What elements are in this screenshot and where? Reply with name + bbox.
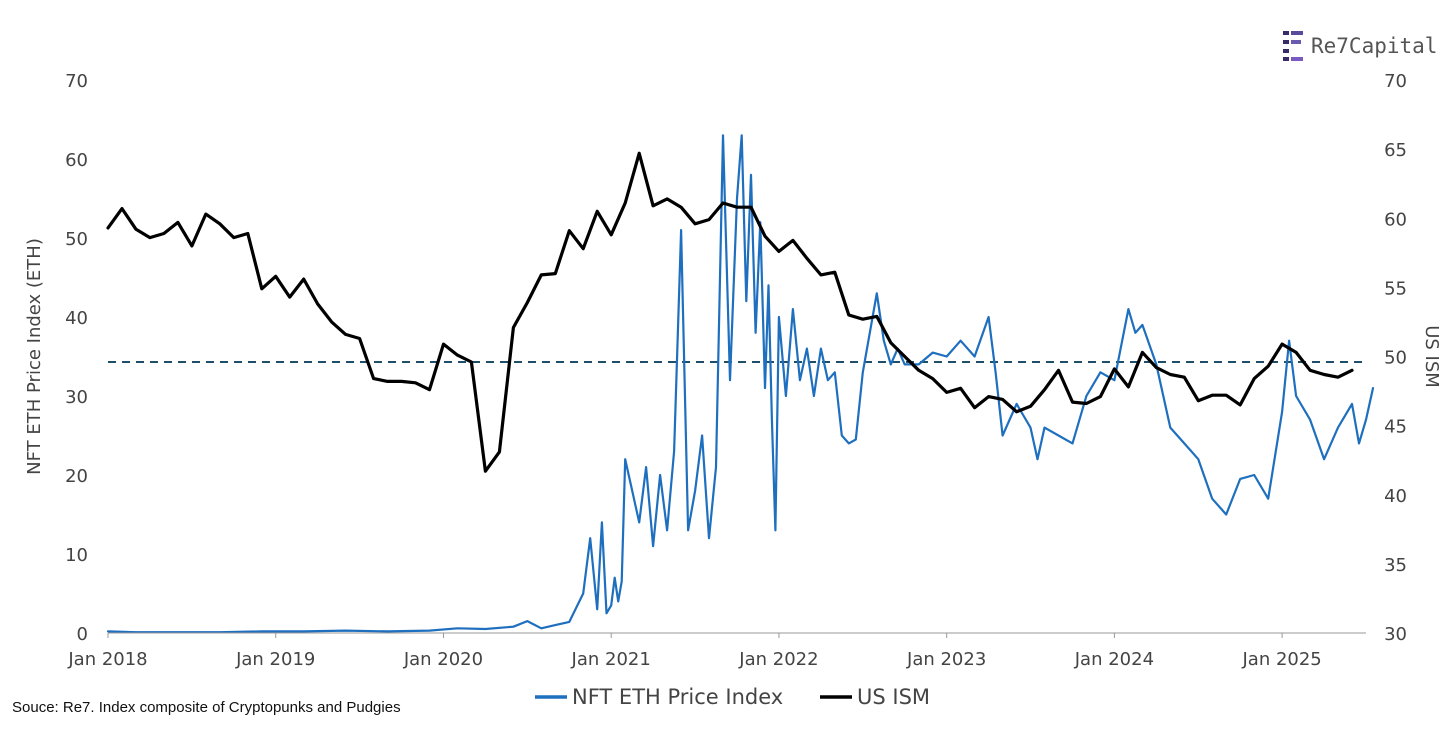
y-right-tick-label: 35	[1384, 555, 1407, 576]
x-tick-label: Jan 2018	[67, 649, 147, 670]
x-tick-label: Jan 2024	[1074, 649, 1154, 670]
y-left-tick-label: 20	[65, 466, 88, 487]
logo-text: Re7Capital	[1311, 34, 1438, 58]
y-right-tick-label: 55	[1384, 278, 1407, 299]
y-left-tick-label: 10	[65, 545, 88, 566]
y-left-axis-title: NFT ETH Price Index (ETH)	[24, 238, 45, 475]
logo: Re7Capital	[1283, 30, 1437, 62]
y-right-tick-label: 60	[1384, 209, 1407, 230]
y-left-tick-label: 60	[65, 150, 88, 171]
y-right-tick-label: 45	[1384, 417, 1407, 438]
y-left-tick-label: 0	[77, 624, 88, 645]
series-line-0	[106, 134, 1375, 634]
x-tick-label: Jan 2021	[571, 649, 651, 670]
x-tick-label: Jan 2020	[403, 649, 483, 670]
y-left-tick-label: 70	[65, 71, 88, 92]
re7-logo-icon	[1283, 31, 1303, 61]
y-left-tick-label: 30	[65, 387, 88, 408]
series-line-1	[106, 151, 1354, 473]
x-tick-label: Jan 2025	[1241, 649, 1321, 670]
x-tick-label: Jan 2023	[906, 649, 986, 670]
y-right-tick-label: 70	[1384, 71, 1407, 92]
source-note: Souce: Re7. Index composite of Cryptopun…	[12, 699, 401, 716]
y-right-tick-label: 30	[1384, 624, 1407, 645]
y-left-tick-label: 50	[65, 229, 88, 250]
legend-label-1: US ISM	[857, 685, 930, 709]
y-right-tick-label: 40	[1384, 486, 1407, 507]
legend-label-0: NFT ETH Price Index	[572, 685, 783, 709]
y-left-tick-label: 40	[65, 308, 88, 329]
y-right-axis-title: US ISM	[1421, 325, 1442, 388]
x-tick-label: Jan 2022	[738, 649, 818, 670]
x-tick-label: Jan 2019	[235, 649, 315, 670]
y-right-tick-label: 50	[1384, 348, 1407, 369]
y-right-tick-label: 65	[1384, 140, 1407, 161]
